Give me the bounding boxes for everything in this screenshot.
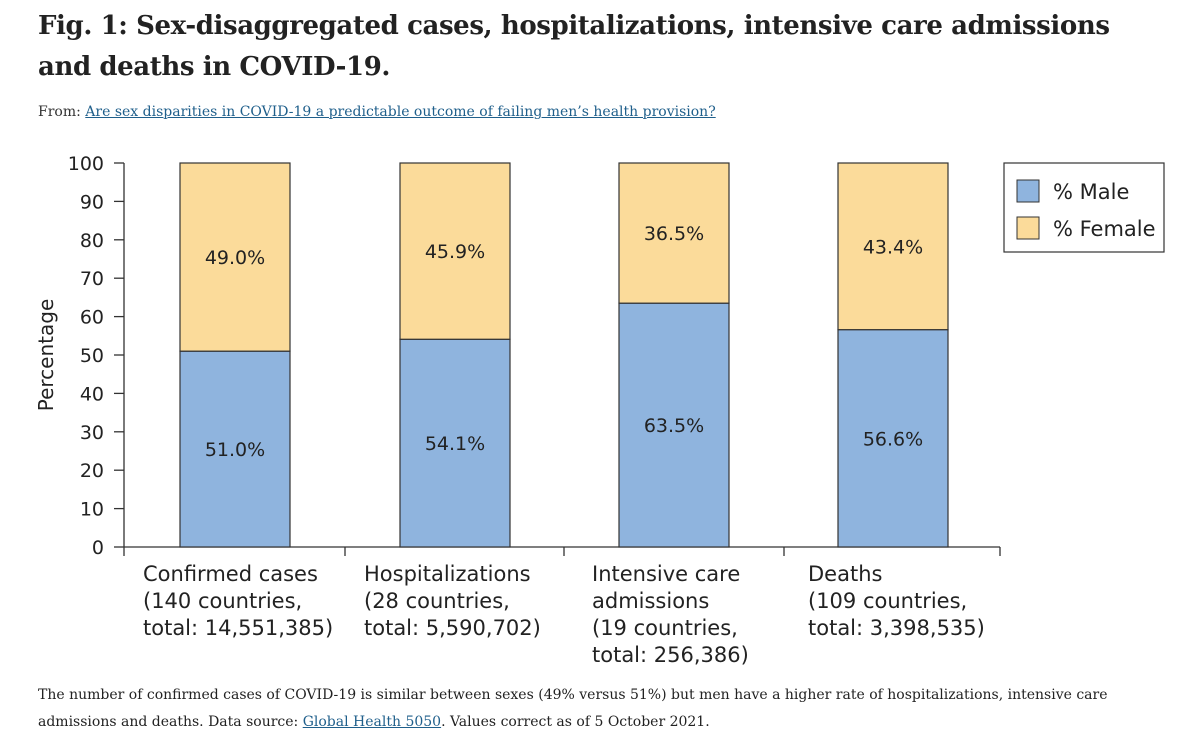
- legend-swatch-0: [1016, 179, 1040, 203]
- legend-label-0: % Male: [1053, 180, 1129, 204]
- bar-label-female-0: 49.0%: [205, 247, 265, 269]
- y-tick-label: 100: [68, 153, 104, 175]
- y-axis-title: Percentage: [34, 299, 58, 412]
- from-label: From:: [38, 104, 86, 120]
- y-tick-label: 80: [80, 230, 104, 252]
- bar-male-2: [618, 302, 730, 548]
- bar-label-male-2: 63.5%: [644, 415, 704, 437]
- bar-label-female-2: 36.5%: [644, 223, 704, 245]
- category-label-line: Deaths: [808, 562, 882, 586]
- bar-label-female-3: 43.4%: [863, 236, 923, 258]
- y-tick-label: 10: [80, 499, 104, 521]
- y-tick-label: 70: [80, 268, 104, 290]
- category-label-line: (19 countries,: [592, 616, 738, 640]
- category-label-line: total: 5,590,702): [364, 616, 541, 640]
- bar-male-3: [837, 329, 949, 548]
- bar-female-3: [837, 162, 949, 331]
- category-label-line: total: 3,398,535): [808, 616, 985, 640]
- caption-text-start: The number of confirmed cases of COVID-1…: [38, 687, 1108, 730]
- bar-label-male-1: 54.1%: [425, 433, 485, 455]
- legend-swatch-1: [1016, 216, 1040, 240]
- category-label-line: Intensive care: [592, 562, 740, 586]
- category-label-line: Confirmed cases: [143, 562, 318, 586]
- data-source-link[interactable]: Global Health 5050: [302, 714, 442, 730]
- caption-text-end: . Values correct as of 5 October 2021.: [441, 714, 710, 730]
- bar-female-1: [399, 162, 511, 340]
- legend-label-1: % Female: [1053, 217, 1156, 241]
- y-tick-label: 50: [80, 345, 104, 367]
- category-label-line: total: 256,386): [592, 643, 749, 667]
- bar-label-female-1: 45.9%: [425, 241, 485, 263]
- y-tick-label: 20: [80, 460, 104, 482]
- category-label-line: admissions: [592, 589, 709, 613]
- article-link[interactable]: Are sex disparities in COVID-19 a predic…: [85, 104, 716, 120]
- bar-label-male-3: 56.6%: [863, 428, 923, 450]
- bar-female-0: [179, 162, 291, 352]
- y-tick-label: 60: [80, 307, 104, 329]
- figure-title: Fig. 1: Sex-disaggregated cases, hospita…: [38, 11, 1110, 82]
- bar-female-2: [618, 162, 730, 304]
- bar-label-male-0: 51.0%: [205, 439, 265, 461]
- y-tick-label: 30: [80, 422, 104, 444]
- category-label-line: (140 countries,: [143, 589, 302, 613]
- category-label-line: (109 countries,: [808, 589, 967, 613]
- category-label-line: Hospitalizations: [364, 562, 531, 586]
- source-line: From: Are sex disparities in COVID-19 a …: [38, 104, 716, 120]
- category-label-line: total: 14,551,385): [143, 616, 333, 640]
- y-tick-label: 0: [92, 537, 104, 559]
- y-tick-label: 40: [80, 383, 104, 405]
- figure-caption: The number of confirmed cases of COVID-1…: [38, 682, 1168, 736]
- category-label-line: (28 countries,: [364, 589, 510, 613]
- y-tick-label: 90: [80, 191, 104, 213]
- stacked-bar-chart: 0 10 20 30 40 50 60 70 80 90 100 Percentage 51.0% 49.…: [34, 153, 1165, 667]
